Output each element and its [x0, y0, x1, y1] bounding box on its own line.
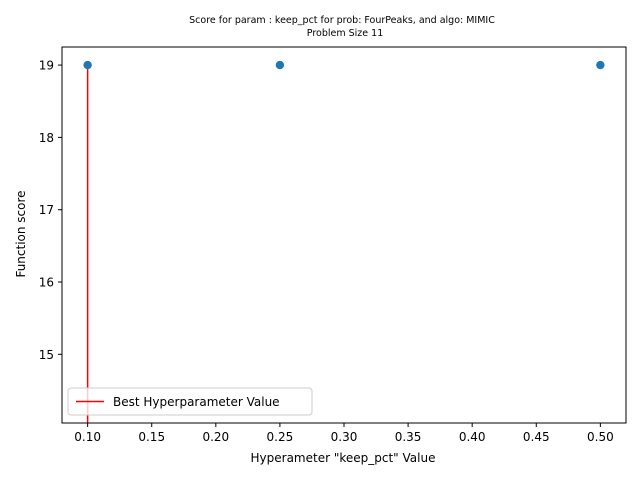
scatter-point: [83, 60, 92, 70]
y-tick-label: 16: [39, 276, 54, 290]
x-tick-label: 0.25: [267, 430, 294, 444]
plot-area: [83, 60, 605, 423]
y-axis-label: Function score: [14, 190, 28, 277]
scatter-point: [596, 60, 605, 70]
y-tick-label: 19: [39, 59, 54, 73]
plot-frame: [61, 46, 627, 424]
x-tick-label: 0.40: [459, 430, 486, 444]
y-tick-label: 15: [39, 348, 54, 362]
chart-title: Score for param : keep_pct for prob: Fou…: [189, 15, 495, 26]
x-tick-label: 0.20: [202, 430, 229, 444]
legend: Best Hyperparameter Value: [67, 387, 313, 416]
chart-subtitle: Problem Size 11: [307, 28, 383, 39]
y-axis: 15 16 17 18 19: [39, 59, 62, 362]
x-tick-label: 0.30: [331, 430, 358, 444]
x-axis-label: Hyperameter "keep_pct" Value: [251, 451, 436, 465]
scatter-point: [275, 60, 285, 70]
x-tick-label: 0.45: [523, 430, 550, 444]
legend-box: [67, 387, 313, 416]
legend-label-best-hyperparameter: Best Hyperparameter Value: [113, 395, 280, 409]
x-axis: 0.10 0.15 0.20 0.25 0.30 0.35 0.40 0.45 0.50: [74, 423, 614, 444]
x-tick-label: 0.15: [138, 430, 165, 444]
x-tick-label: 0.10: [74, 430, 101, 444]
x-tick-label: 0.35: [395, 430, 422, 444]
y-tick-label: 17: [39, 203, 54, 217]
y-tick-label: 18: [39, 131, 54, 145]
x-tick-label: 0.50: [587, 430, 614, 444]
